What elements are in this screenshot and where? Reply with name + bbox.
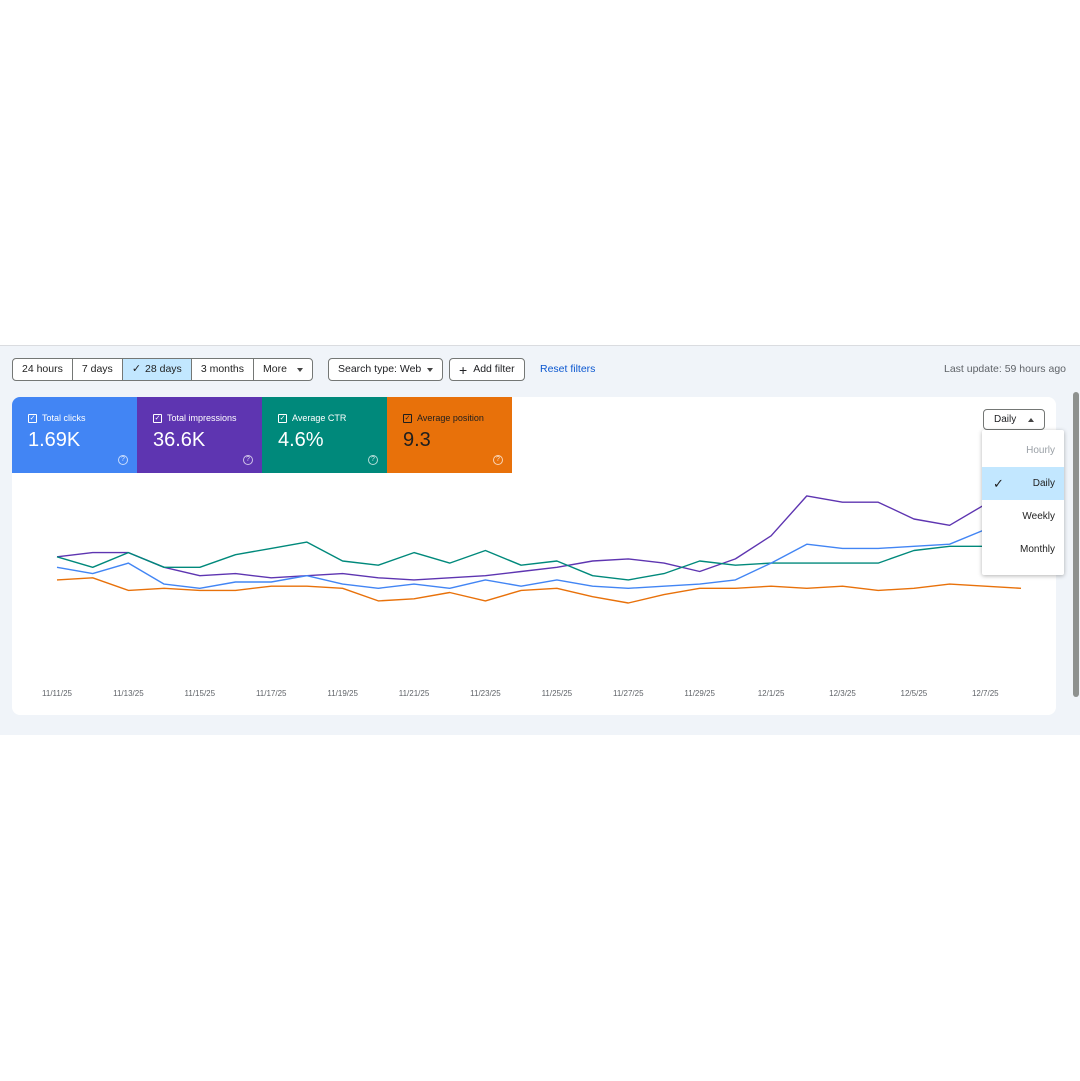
- range-3-months[interactable]: 3 months: [192, 359, 255, 380]
- add-filter-button[interactable]: + Add filter: [449, 358, 525, 381]
- x-tick-label: 12/1/25: [758, 689, 785, 698]
- x-tick-label: 12/5/25: [901, 689, 928, 698]
- range-24-hours[interactable]: 24 hours: [13, 359, 73, 380]
- x-tick-label: 11/25/25: [542, 689, 573, 698]
- metric-value: 4.6%: [278, 429, 324, 451]
- x-tick-label: 11/23/25: [470, 689, 501, 698]
- reset-filters-link[interactable]: Reset filters: [540, 363, 596, 375]
- check-icon: ✓: [993, 476, 1004, 491]
- checkbox-checked-icon: ✓: [278, 413, 287, 423]
- plus-icon: +: [459, 361, 468, 378]
- x-tick-label: 11/17/25: [256, 689, 287, 698]
- granularity-menu: Hourly ✓ Daily Weekly Monthly: [982, 430, 1064, 575]
- performance-card: 11/11/25 11/13/25 11/15/25 11/17/25 11/19/25…: [12, 397, 1056, 715]
- range-28-days[interactable]: ✓ 28 days: [122, 359, 192, 380]
- x-tick-label: 11/15/25: [185, 689, 216, 698]
- metric-value: 36.6K: [153, 429, 206, 451]
- metric-tiles: ✓ Total clicks 1.69K ? ✓ Total impressions…: [12, 397, 512, 473]
- last-update-text: Last update: 59 hours ago: [943, 363, 1066, 375]
- series-line-average-position: [56, 577, 1022, 604]
- x-tick-label: 11/11/25: [42, 689, 73, 698]
- series-line-total-clicks: [56, 522, 1022, 590]
- metric-total-impressions[interactable]: ✓ Total impressions 36.6K ?: [137, 397, 262, 473]
- search-type-dropdown[interactable]: Search type: Web: [328, 358, 444, 381]
- help-icon[interactable]: ?: [493, 455, 503, 465]
- x-tick-label: 11/27/25: [613, 689, 644, 698]
- metric-average-position[interactable]: ✓ Average position 9.3 ?: [387, 397, 512, 473]
- x-tick-label: 11/13/25: [113, 689, 144, 698]
- date-range-selector: 24 hours 7 days ✓ 28 days 3 months More: [12, 358, 313, 381]
- range-more-dropdown[interactable]: More: [254, 359, 312, 380]
- x-tick-label: 12/3/25: [829, 689, 856, 698]
- checkbox-checked-icon: ✓: [28, 413, 37, 423]
- metric-value: 1.69K: [28, 429, 81, 451]
- caret-up-icon: [1028, 418, 1034, 422]
- help-icon[interactable]: ?: [243, 455, 253, 465]
- metric-value: 9.3: [403, 429, 431, 451]
- menu-item-monthly[interactable]: Monthly: [1019, 544, 1055, 555]
- x-tick-label: 11/21/25: [399, 689, 430, 698]
- check-icon: ✓: [131, 363, 142, 375]
- performance-chart: 11/11/25 11/13/25 11/15/25 11/17/25 11/19/25…: [42, 495, 1022, 698]
- menu-item-weekly[interactable]: Weekly: [1022, 511, 1055, 522]
- filter-toolbar: 24 hours 7 days ✓ 28 days 3 months More S…: [12, 358, 1066, 382]
- caret-down-icon: [427, 367, 434, 372]
- checkbox-checked-icon: ✓: [153, 413, 162, 423]
- x-tick-label: 12/7/25: [972, 689, 999, 698]
- checkbox-checked-icon: ✓: [403, 413, 412, 423]
- metric-average-ctr[interactable]: ✓ Average CTR 4.6% ?: [262, 397, 387, 473]
- caret-down-icon: [296, 367, 303, 372]
- menu-item-daily[interactable]: ✓ Daily: [982, 467, 1064, 500]
- help-icon[interactable]: ?: [368, 455, 378, 465]
- menu-item-hourly: Hourly: [1026, 445, 1055, 456]
- metric-total-clicks[interactable]: ✓ Total clicks 1.69K ?: [12, 397, 137, 473]
- series-line-total-impressions: [56, 495, 1022, 581]
- search-console-performance: 24 hours 7 days ✓ 28 days 3 months More S…: [0, 345, 1080, 1081]
- x-tick-label: 11/29/25: [684, 689, 715, 698]
- page-scrollbar[interactable]: [1073, 392, 1079, 697]
- x-tick-label: 11/19/25: [327, 689, 358, 698]
- help-icon[interactable]: ?: [118, 455, 128, 465]
- next-card-edge: [12, 1075, 1056, 1081]
- granularity-dropdown[interactable]: Daily: [983, 409, 1045, 430]
- range-7-days[interactable]: 7 days: [73, 359, 123, 380]
- series-line-average-ctr: [56, 541, 1022, 581]
